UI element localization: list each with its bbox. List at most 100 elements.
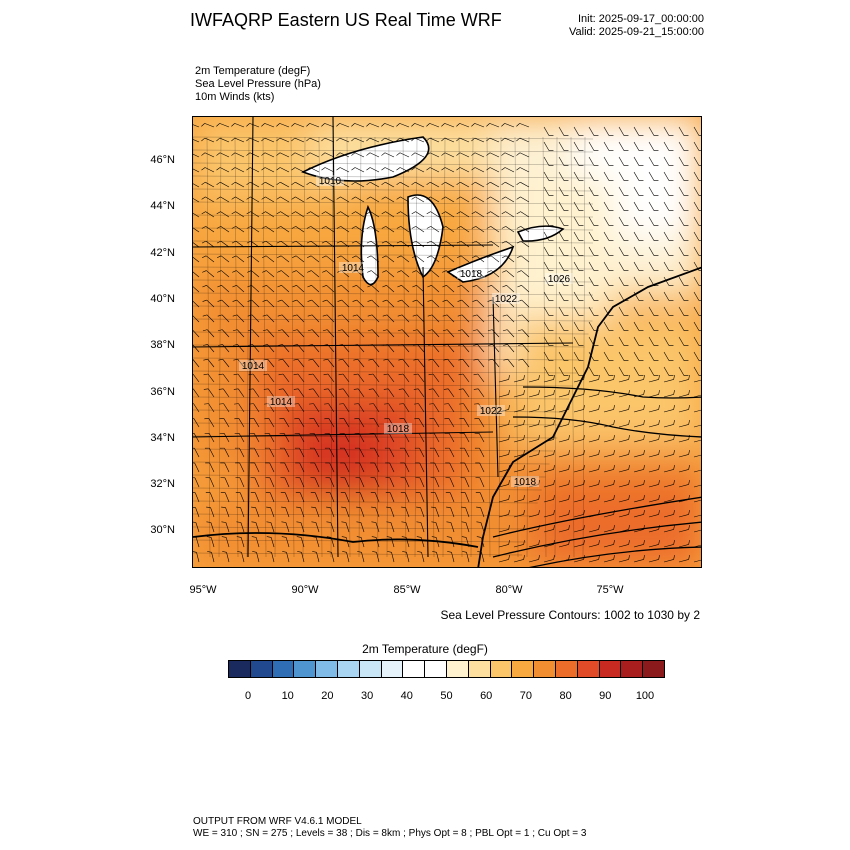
wind-barb: [231, 226, 245, 233]
wind-barb: [429, 403, 440, 413]
wind-barb: [291, 167, 305, 173]
wind-barb: [693, 559, 701, 563]
wind-barb: [201, 181, 215, 188]
wind-barb: [246, 181, 260, 188]
wind-barb: [281, 506, 290, 518]
wind-barb: [266, 506, 275, 518]
wind-barb: [678, 126, 689, 136]
wind-barb: [234, 418, 245, 428]
wind-barb: [471, 167, 485, 173]
state-boundary: [247, 117, 254, 558]
wind-barb: [473, 388, 485, 398]
wind-barb: [322, 314, 335, 323]
wind-barb: [618, 186, 629, 196]
pressure-label-bg: [545, 273, 573, 284]
wind-barb: [306, 226, 320, 233]
wind-barb: [251, 536, 260, 548]
county-line: [193, 188, 594, 192]
wind-barb: [397, 299, 410, 308]
county-line: [193, 175, 594, 179]
wind-barb: [603, 434, 615, 443]
county-line: [193, 357, 581, 361]
wind-barb: [663, 479, 675, 488]
wind-barb: [278, 373, 290, 383]
wind-barb: [291, 152, 305, 158]
wind-barb: [206, 521, 215, 533]
wind-barb: [445, 492, 455, 503]
wind-barb: [456, 255, 470, 263]
wind-barb: [678, 449, 690, 458]
wind-barb: [633, 554, 645, 563]
wind-barb: [416, 506, 425, 518]
wind-barb: [603, 201, 614, 211]
wind-barb: [294, 432, 305, 443]
wind-barb: [588, 434, 600, 443]
wind-barb: [558, 126, 569, 136]
wind-barb: [431, 521, 440, 533]
wind-barb: [573, 171, 584, 181]
wind-barb: [306, 137, 320, 143]
wind-barb: [487, 329, 500, 338]
wind-barb: [693, 469, 701, 473]
wind-barb: [558, 509, 570, 518]
pressure-label: 1018: [387, 424, 410, 435]
wind-barb: [603, 156, 614, 166]
wind-barb: [588, 351, 599, 361]
wind-barb: [475, 477, 485, 488]
wind-barb: [446, 506, 455, 518]
wind-barb: [543, 126, 554, 136]
wind-barb: [543, 449, 555, 458]
wind-barb: [262, 270, 275, 278]
wind-barb: [265, 492, 275, 503]
colorbar-swatch: [250, 661, 273, 677]
wind-barb: [443, 344, 455, 353]
wind-barb: [426, 181, 440, 188]
wind-barb: [416, 521, 425, 533]
wind-barb: [573, 389, 585, 398]
wind-barb: [603, 321, 614, 331]
wind-barb: [693, 306, 701, 316]
wind-barb: [458, 388, 470, 398]
county-line: [193, 409, 566, 413]
wind-barb: [412, 285, 425, 293]
wind-barb: [443, 373, 455, 383]
wind-barb: [678, 464, 690, 473]
wind-barb: [633, 216, 644, 226]
wind-barb: [307, 285, 320, 293]
wind-barb: [693, 276, 701, 286]
wind-barb: [543, 509, 555, 518]
wind-barb: [543, 524, 555, 533]
footer-model: OUTPUT FROM WRF V4.6.1 MODEL: [193, 816, 362, 827]
wind-barb: [543, 479, 555, 488]
wind-barb: [603, 231, 614, 241]
wind-barb: [326, 521, 335, 533]
wind-barb: [457, 285, 470, 293]
wind-barb: [471, 255, 485, 263]
wind-barb: [310, 477, 320, 488]
wind-barb: [663, 171, 674, 181]
wind-barb: [693, 394, 701, 398]
wind-barb: [217, 299, 230, 308]
wind-barb: [203, 358, 215, 368]
wind-barb: [603, 126, 614, 136]
wind-barb: [414, 447, 425, 458]
wind-barb: [396, 152, 410, 158]
wind-barb: [219, 403, 230, 413]
county-line: [193, 149, 594, 153]
wind-barb: [543, 374, 555, 383]
wind-barb: [397, 314, 410, 323]
wind-barb: [558, 246, 569, 256]
wind-barb: [648, 509, 660, 518]
wind-barb: [427, 299, 440, 308]
wind-barb: [262, 329, 275, 338]
wind-barb: [205, 477, 215, 488]
wind-barb: [475, 462, 485, 473]
wind-barb: [588, 366, 599, 376]
wind-barb: [324, 403, 335, 413]
wind-barb: [193, 344, 200, 353]
wind-barb: [633, 306, 644, 316]
wind-barb: [693, 439, 701, 443]
wind-barb: [351, 152, 365, 158]
wind-barb: [234, 432, 245, 443]
wind-barb: [426, 137, 440, 143]
